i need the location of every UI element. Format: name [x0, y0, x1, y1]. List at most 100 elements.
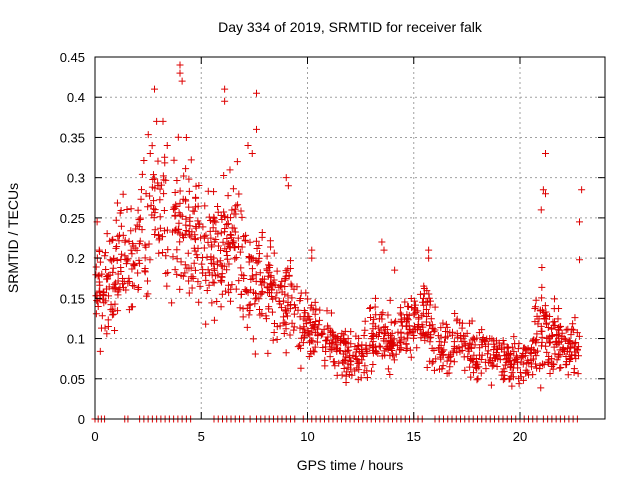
data-point — [242, 231, 250, 239]
data-point — [541, 302, 549, 310]
data-point — [209, 278, 217, 286]
data-point — [100, 299, 108, 307]
data-point — [104, 322, 112, 330]
data-point — [405, 322, 413, 330]
data-point — [125, 274, 133, 282]
data-point — [114, 270, 122, 278]
data-point — [523, 368, 531, 376]
data-point — [554, 353, 562, 361]
data-point — [176, 187, 184, 195]
data-point — [363, 374, 371, 382]
data-point — [422, 306, 430, 314]
data-point — [282, 325, 290, 333]
data-point — [217, 247, 225, 255]
data-point — [221, 224, 229, 232]
data-point — [401, 298, 409, 306]
data-point — [224, 220, 232, 228]
data-point — [416, 290, 424, 298]
data-point — [258, 233, 266, 241]
data-point — [490, 337, 498, 345]
data-point — [265, 303, 273, 311]
data-point — [149, 175, 157, 183]
data-point — [210, 238, 218, 246]
data-point — [159, 117, 167, 125]
data-point — [448, 328, 456, 336]
data-point — [159, 248, 167, 256]
data-point — [557, 364, 565, 372]
data-point — [575, 343, 583, 351]
data-point — [141, 268, 149, 276]
data-point — [199, 223, 207, 231]
data-point — [247, 276, 255, 283]
data-point — [103, 230, 111, 238]
data-point — [192, 222, 200, 230]
data-point — [264, 272, 272, 280]
data-point — [113, 199, 121, 207]
data-point — [237, 207, 245, 215]
data-point — [514, 345, 522, 353]
data-point — [151, 175, 159, 183]
data-point — [367, 304, 375, 312]
data-point — [447, 357, 455, 365]
data-point — [323, 336, 331, 344]
data-point — [458, 338, 466, 346]
data-point — [453, 348, 461, 356]
data-point — [104, 316, 112, 324]
data-point — [98, 270, 106, 278]
data-point — [101, 249, 109, 257]
data-point — [472, 364, 480, 372]
data-point — [308, 328, 316, 336]
data-point — [135, 256, 143, 264]
data-point — [138, 170, 146, 178]
data-point — [273, 267, 281, 275]
data-point — [151, 206, 159, 214]
data-point — [405, 329, 413, 337]
data-point — [442, 320, 450, 328]
data-point — [425, 290, 433, 298]
data-point — [328, 346, 336, 354]
data-point — [134, 285, 142, 293]
data-point — [185, 289, 193, 297]
data-point — [374, 333, 382, 341]
data-point — [124, 255, 132, 263]
data-point — [380, 246, 388, 254]
data-point — [96, 281, 104, 289]
data-point — [570, 326, 578, 334]
data-point — [495, 342, 503, 350]
data-point — [127, 227, 135, 235]
y-tick-label: 0.45 — [60, 50, 85, 65]
data-point — [155, 249, 163, 257]
x-axis-label: GPS time / hours — [297, 457, 404, 473]
data-point — [562, 352, 570, 360]
data-point — [182, 165, 190, 173]
data-point — [354, 341, 362, 349]
data-point — [191, 203, 199, 211]
data-point — [146, 256, 154, 264]
data-point — [160, 176, 168, 184]
data-point — [469, 369, 477, 377]
data-point — [437, 324, 445, 332]
data-point — [311, 343, 319, 351]
data-point — [262, 315, 270, 323]
data-point — [413, 344, 421, 352]
data-point — [322, 343, 330, 351]
data-point — [98, 312, 106, 320]
data-point — [252, 271, 260, 279]
data-point — [217, 303, 225, 311]
data-point — [343, 368, 351, 376]
data-point — [435, 338, 443, 346]
data-point — [411, 326, 419, 334]
data-point — [235, 277, 243, 285]
data-point — [537, 206, 545, 214]
data-point — [290, 326, 298, 334]
data-point — [178, 77, 186, 85]
data-point — [176, 199, 184, 207]
data-point — [216, 257, 224, 265]
data-point — [202, 320, 210, 328]
data-point — [404, 316, 412, 324]
data-point — [232, 253, 240, 261]
data-point — [251, 300, 259, 308]
data-point — [134, 206, 142, 214]
data-point — [259, 275, 267, 283]
data-point — [324, 322, 332, 330]
